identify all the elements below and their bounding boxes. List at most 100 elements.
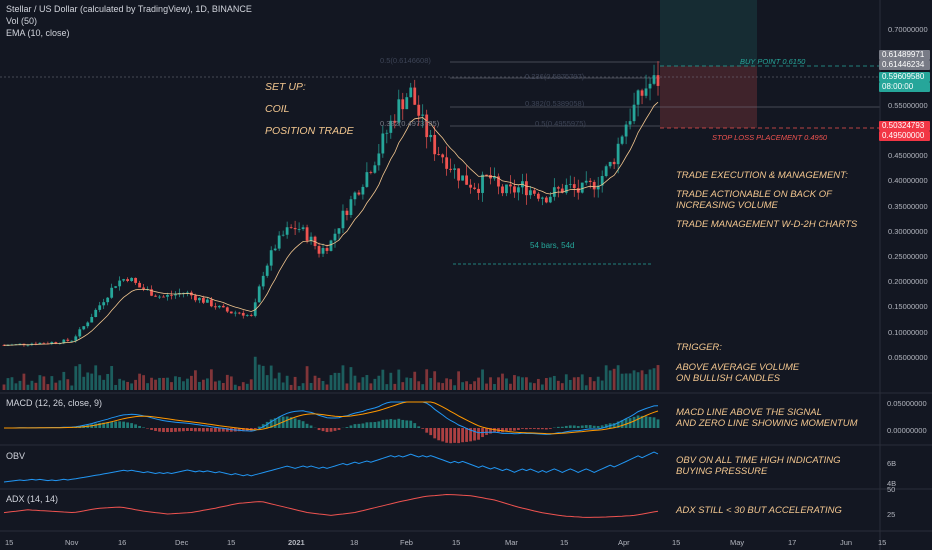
candle-body [126, 279, 130, 281]
candle-body [325, 248, 329, 251]
candle-body [285, 227, 289, 235]
candle-body [205, 299, 209, 303]
volume-bar [170, 382, 173, 390]
candle-body [265, 265, 269, 276]
volume-bar [556, 380, 560, 390]
adx-legend[interactable]: ADX (14, 14) [6, 494, 59, 504]
volume-bar [10, 377, 14, 390]
macd-histogram-bar [469, 428, 472, 442]
volume-bar [357, 382, 361, 390]
adx-note: ADX STILL < 30 BUT ACCELERATING [676, 505, 842, 516]
macd-histogram-bar [548, 428, 552, 429]
candle-body [194, 295, 197, 301]
volume-bar [648, 369, 652, 390]
macd-histogram-bar [349, 425, 353, 428]
macd-histogram-bar [604, 424, 608, 428]
macd-histogram-bar [528, 428, 532, 429]
price-axis-label: 0.40000000 [888, 176, 928, 186]
macd-note: MACD LINE ABOVE THE SIGNAL AND ZERO LINE… [676, 407, 858, 429]
candle-body [373, 165, 377, 173]
macd-histogram-bar [505, 428, 508, 432]
candle-body [2, 345, 6, 346]
candle-body [50, 342, 54, 344]
candle-body [409, 87, 413, 98]
volume-bar [632, 370, 636, 390]
mgmt-line-2: TRADE MANAGEMENT W-D-2H CHARTS [676, 219, 858, 230]
volume-bar [209, 369, 213, 390]
candle-body [584, 180, 588, 183]
candle-body [66, 339, 70, 341]
volume-bar [596, 376, 600, 390]
volume-bar [269, 365, 273, 390]
volume-bar [273, 378, 277, 390]
price-axis-label: 0.10000000 [888, 327, 928, 337]
candle-body [517, 187, 520, 193]
candle-body [560, 188, 564, 193]
candle-body [656, 75, 660, 86]
volume-bar [166, 377, 169, 390]
volume-legend[interactable]: Vol (50) [6, 16, 38, 26]
volume-bar [656, 365, 660, 390]
macd-histogram-bar [337, 428, 341, 430]
volume-bar [58, 380, 62, 390]
volume-bar [289, 384, 293, 390]
candle-body [261, 275, 265, 287]
candle-body [592, 181, 596, 190]
macd-histogram-bar [425, 428, 429, 433]
candle-body [329, 240, 333, 251]
macd-legend[interactable]: MACD (12, 26, close, 9) [6, 398, 103, 408]
volume-bar [540, 384, 544, 390]
volume-bar [22, 373, 26, 390]
volume-bar [572, 377, 576, 390]
volume-bar [321, 380, 325, 390]
macd-axis-1: 0.05000000 [887, 399, 927, 408]
volume-bar [257, 364, 261, 390]
candle-body [544, 197, 548, 203]
price-tag: 0.50324793 [879, 121, 930, 131]
volume-bar [50, 376, 54, 390]
macd-histogram-bar [536, 428, 540, 430]
obv-legend[interactable]: OBV [6, 451, 26, 461]
macd-histogram-bar [277, 416, 281, 428]
macd-histogram-bar [413, 423, 417, 428]
trigger-title: TRIGGER: [676, 342, 722, 353]
candle-body [620, 136, 624, 144]
volume-bar [114, 384, 118, 390]
volume-bar [393, 383, 397, 390]
candle-body [433, 134, 437, 155]
candle-body [341, 210, 345, 229]
volume-bar [313, 375, 317, 390]
volume-bar [6, 378, 10, 390]
macd-histogram-bar [624, 418, 628, 428]
ema-legend[interactable]: EMA (10, close) [6, 28, 70, 38]
mgmt-line-1: TRADE ACTIONABLE ON BACK OF INCREASING V… [676, 189, 832, 211]
stop-loss-label: STOP LOSS PLACEMENT 0.4950 [712, 133, 828, 142]
candle-body [225, 307, 229, 312]
time-axis-label: 16 [118, 538, 127, 547]
volume-bar [461, 382, 464, 390]
candle-body [174, 294, 177, 296]
candle-body [130, 277, 134, 281]
obv-note: OBV ON ALL TIME HIGH INDICATING BUYING P… [676, 455, 841, 477]
volume-bar [217, 380, 221, 390]
macd-histogram-bar [461, 428, 464, 443]
macd-histogram-bar [261, 424, 265, 428]
time-axis-label: Jun [840, 538, 853, 547]
volume-bar [385, 384, 389, 390]
volume-bar [146, 383, 149, 390]
candle-body [397, 99, 401, 123]
macd-line [4, 401, 659, 435]
candle-body [453, 168, 457, 170]
setup-coil: COIL [265, 103, 290, 115]
candle-body [361, 186, 365, 195]
macd-histogram-bar [182, 428, 185, 432]
candle-body [337, 228, 341, 234]
time-axis-label: 15 [878, 538, 887, 547]
volume-bar [102, 379, 106, 390]
macd-histogram-bar [122, 421, 126, 428]
candle-body [493, 176, 496, 179]
volume-bar [249, 379, 253, 390]
volume-bar [489, 377, 492, 390]
volume-bar [309, 382, 313, 390]
